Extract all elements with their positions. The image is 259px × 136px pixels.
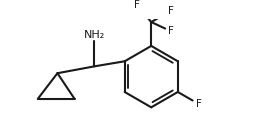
Text: F: F xyxy=(134,0,140,10)
Text: F: F xyxy=(196,99,202,109)
Text: F: F xyxy=(168,6,173,16)
Text: NH₂: NH₂ xyxy=(83,30,105,40)
Text: F: F xyxy=(168,26,174,36)
